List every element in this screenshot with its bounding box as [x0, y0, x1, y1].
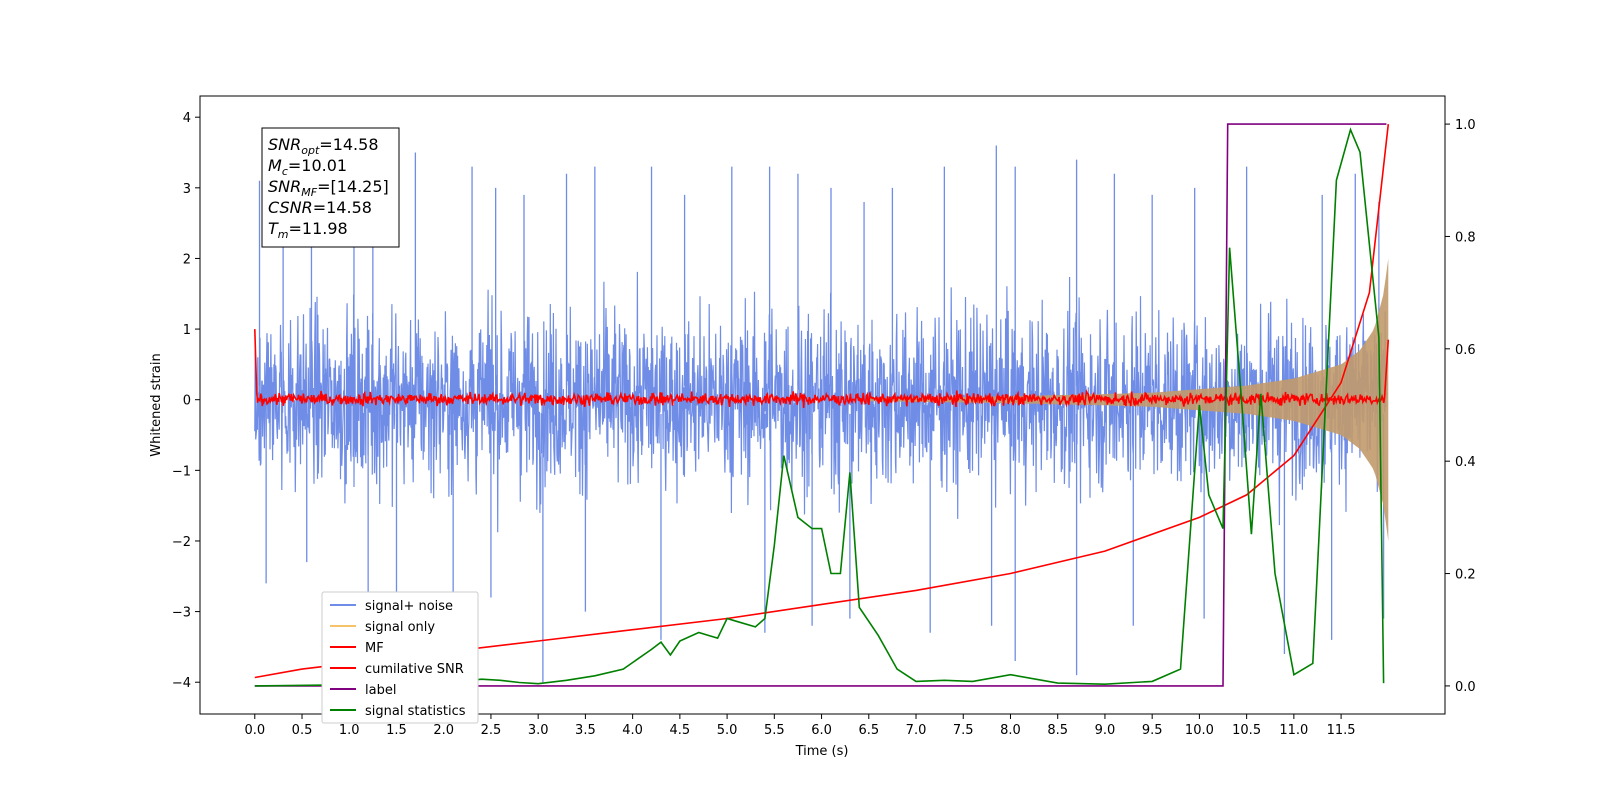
y-right-tick-label: 0.0	[1455, 680, 1476, 695]
y-tick-label: 2	[183, 252, 191, 267]
y-right-tick-label: 0.8	[1455, 230, 1476, 245]
annotation-line: CSNR=14.58	[268, 198, 372, 217]
x-tick-label: 0.5	[292, 723, 313, 738]
y-tick-label: 4	[183, 111, 191, 126]
x-tick-label: 1.5	[386, 723, 407, 738]
legend-entry: label	[365, 683, 396, 698]
legend-frame	[321, 591, 479, 724]
x-tick-label: 2.0	[433, 723, 454, 738]
legend-entry: signal statistics	[365, 704, 466, 719]
x-tick-label: 6.0	[811, 723, 832, 738]
x-tick-label: 3.5	[575, 723, 596, 738]
x-tick-label: 7.5	[953, 723, 974, 738]
annotation-line: SNRopt=14.58	[268, 135, 379, 157]
annotation-line: Tm=11.98	[268, 219, 348, 241]
y-tick-label: −4	[172, 676, 191, 691]
plot-frame	[199, 95, 1446, 715]
x-tick-label: 0.0	[244, 723, 265, 738]
y-tick-label: 1	[183, 323, 191, 338]
y-tick-label: 0	[183, 394, 191, 409]
x-tick-label: 5.0	[717, 723, 738, 738]
y-tick-label: −1	[172, 464, 191, 479]
x-tick-label: 8.5	[1047, 723, 1068, 738]
x-tick-label: 9.0	[1095, 723, 1116, 738]
legend-entry: signal only	[365, 620, 435, 635]
mf-trace	[254, 329, 1390, 409]
x-tick-label: 2.5	[481, 723, 502, 738]
annotation-line: SNRMF=[14.25]	[268, 177, 389, 199]
y-right-tick-label: 0.2	[1455, 568, 1476, 583]
x-tick-label: 10.0	[1185, 723, 1214, 738]
x-tick-label: 9.5	[1142, 723, 1163, 738]
x-tick-label: 5.5	[764, 723, 785, 738]
y-tick-label: −2	[172, 535, 191, 550]
x-tick-label: 4.5	[670, 723, 691, 738]
x-tick-label: 3.0	[528, 723, 549, 738]
x-tick-label: 8.0	[1000, 723, 1021, 738]
x-tick-label: 10.5	[1232, 723, 1261, 738]
y-axis-left: 4 3 2 1 0 −1 −2 −3 −4	[172, 111, 200, 691]
annotation-line: Mc=10.01	[268, 156, 347, 178]
x-tick-label: 7.0	[906, 723, 927, 738]
y-right-tick-label: 0.4	[1455, 455, 1476, 470]
legend-entry: MF	[365, 641, 384, 656]
legend-entry: cumilative SNR	[365, 662, 464, 677]
y-right-tick-label: 0.6	[1455, 343, 1476, 358]
signal-statistics-line	[254, 127, 1385, 687]
x-tick-label: 11.5	[1327, 723, 1356, 738]
y-axis-right: 1.0 0.8 0.6 0.4 0.2 0.0	[1445, 118, 1476, 695]
plot-area	[254, 123, 1390, 687]
x-tick-label: 6.5	[858, 723, 879, 738]
y-tick-label: −3	[172, 606, 191, 621]
annotation-box: SNRopt=14.58Mc=10.01SNRMF=[14.25]CSNR=14…	[261, 127, 400, 248]
x-tick-label: 11.0	[1279, 723, 1308, 738]
x-tick-label: 1.0	[339, 723, 360, 738]
legend: signal+ noise signal only MF cumilative SNR…	[321, 591, 479, 724]
y-axis-label: Whitened strain	[149, 353, 164, 456]
y-tick-label: 3	[183, 182, 191, 197]
legend-entry: signal+ noise	[365, 599, 453, 614]
y-right-tick-label: 1.0	[1455, 118, 1476, 133]
x-axis: 0.0 0.5 1.0 1.5 2.0 2.5 3.0 3.5 4.0 4.5 5.0 5.5 6.0 6…	[244, 714, 1356, 738]
x-axis-label: Time (s)	[795, 744, 849, 759]
x-tick-label: 4.0	[622, 723, 643, 738]
annotation-frame	[261, 127, 400, 248]
